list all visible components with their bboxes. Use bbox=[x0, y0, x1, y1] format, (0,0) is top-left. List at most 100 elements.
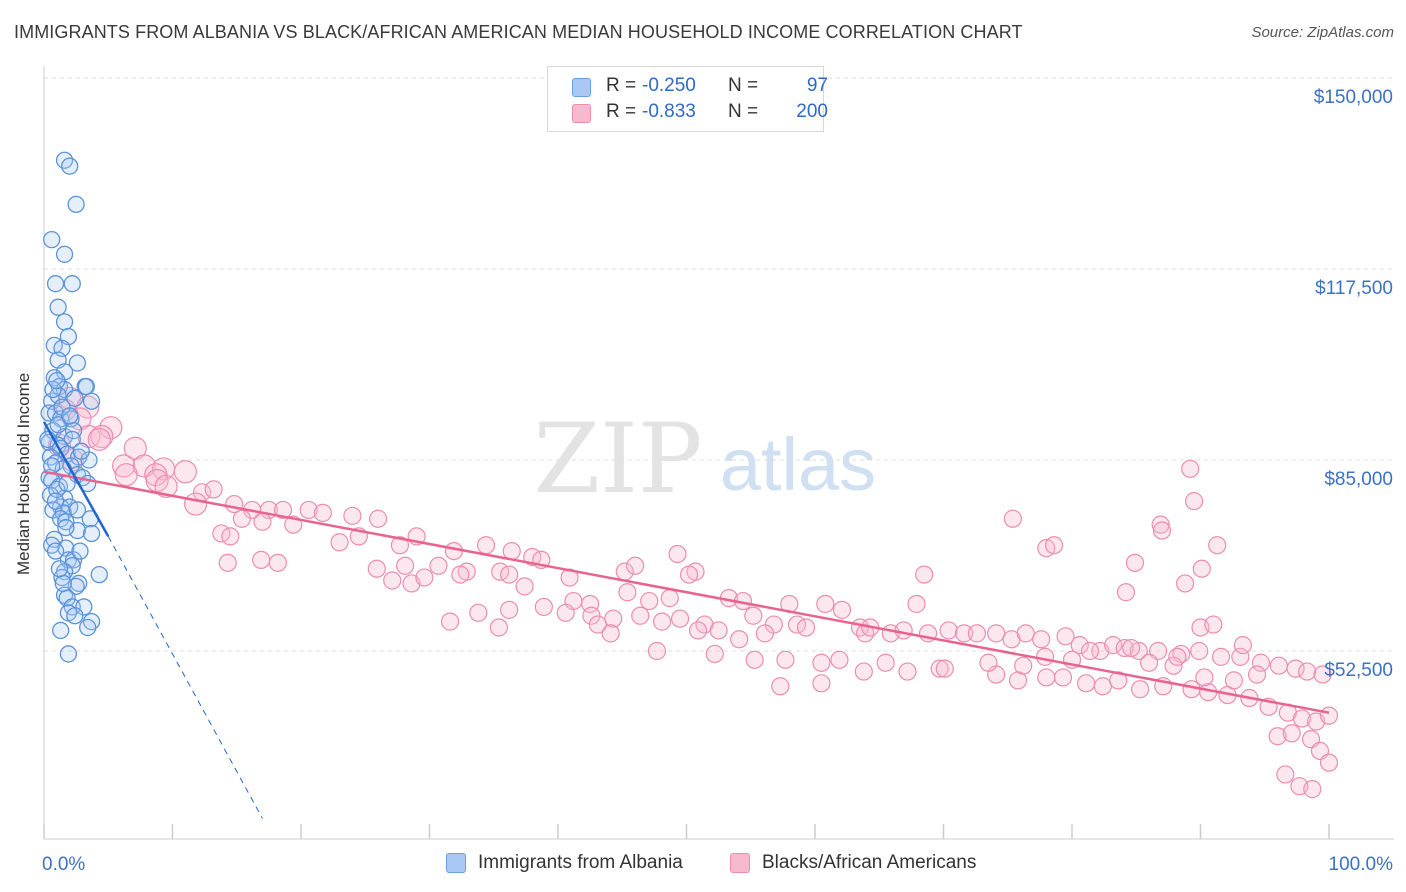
albania-point bbox=[75, 598, 93, 616]
black-african-american-point bbox=[1192, 559, 1211, 578]
black-african-american-point bbox=[1003, 509, 1022, 528]
black-african-american-point bbox=[601, 624, 620, 643]
black-african-american-trendline bbox=[43, 470, 1330, 714]
black-african-american-point bbox=[1139, 653, 1159, 672]
black-african-american-point bbox=[1268, 727, 1287, 746]
legend-n-label: N = bbox=[728, 75, 759, 96]
black-african-american-point bbox=[114, 463, 138, 487]
black-african-american-point bbox=[90, 424, 114, 449]
albania-point bbox=[55, 245, 74, 263]
black-african-american-point bbox=[668, 544, 687, 564]
black-african-american-point bbox=[299, 500, 318, 520]
black-african-american-point bbox=[1032, 630, 1051, 649]
black-african-american-point bbox=[588, 615, 607, 634]
black-african-american-point bbox=[1164, 656, 1183, 675]
black-african-american-point bbox=[1231, 647, 1250, 666]
legend-r-label: R = bbox=[606, 101, 637, 122]
black-african-american-point bbox=[1016, 624, 1035, 643]
albania-point bbox=[43, 230, 61, 249]
albania-point bbox=[49, 416, 67, 434]
black-african-american-point bbox=[730, 630, 749, 649]
bottom-legend-label-black: Blacks/African Americans bbox=[762, 852, 977, 873]
black-african-american-point bbox=[429, 556, 448, 575]
black-african-american-point bbox=[939, 621, 958, 640]
black-african-american-point bbox=[1080, 641, 1100, 661]
black-african-american-point bbox=[1211, 647, 1231, 666]
black-african-american-point bbox=[745, 650, 764, 669]
black-african-american-point bbox=[204, 480, 223, 499]
legend-swatch-albania bbox=[572, 78, 591, 97]
black-african-american-point bbox=[1269, 656, 1288, 675]
trend-lines bbox=[42, 421, 1330, 819]
black-african-american-point bbox=[383, 571, 402, 590]
albania-point bbox=[50, 560, 69, 578]
black-african-american-point bbox=[876, 653, 895, 672]
legend-n-value: 200 bbox=[796, 101, 828, 122]
albania-point bbox=[55, 313, 74, 331]
albania-point bbox=[82, 392, 101, 410]
black-african-american-point bbox=[771, 677, 790, 696]
albania-point bbox=[67, 195, 85, 214]
watermark: ZIP atlas bbox=[533, 403, 876, 515]
black-african-american-point bbox=[184, 492, 208, 516]
black-african-american-point bbox=[987, 624, 1006, 643]
black-african-american-point bbox=[894, 621, 913, 640]
albania-point bbox=[82, 524, 101, 543]
black-african-american-point bbox=[1053, 668, 1073, 687]
black-african-american-point bbox=[647, 641, 667, 661]
black-african-american-point bbox=[1175, 574, 1195, 593]
legend-r-value: -0.833 bbox=[642, 101, 696, 122]
tick-labels: $52,500 $85,000 $117,500 $150,000 0.0% 100.0% bbox=[42, 87, 1393, 875]
black-african-american-point bbox=[476, 536, 496, 555]
black-african-american-point bbox=[444, 541, 464, 561]
black-african-american-point bbox=[796, 618, 816, 637]
albania-point bbox=[57, 513, 75, 531]
albania-point bbox=[72, 442, 90, 460]
black-african-american-point bbox=[1204, 615, 1223, 634]
black-african-american-point bbox=[1313, 665, 1332, 684]
black-african-american-point bbox=[1292, 709, 1312, 728]
black-african-american-point bbox=[1093, 677, 1112, 696]
black-african-american-point bbox=[1109, 671, 1128, 690]
albania-point bbox=[48, 372, 66, 390]
black-african-american-point bbox=[1282, 724, 1301, 743]
black-african-american-point bbox=[154, 474, 178, 499]
y-tick-label: $117,500 bbox=[1315, 278, 1393, 299]
albania-point bbox=[46, 542, 65, 560]
correlation-legend: R = -0.250 N = 97 R = -0.833 N = 200 bbox=[547, 66, 828, 132]
black-african-american-point bbox=[173, 460, 197, 484]
black-african-american-point bbox=[415, 568, 434, 587]
grid-lines bbox=[44, 77, 1394, 652]
black-african-american-point bbox=[812, 653, 831, 672]
black-african-american-point bbox=[1247, 665, 1267, 684]
black-african-american-point bbox=[898, 662, 917, 681]
albania-point bbox=[68, 354, 87, 372]
black-african-american-point bbox=[534, 597, 553, 617]
black-african-american-point bbox=[679, 565, 699, 584]
black-african-american-point bbox=[1208, 536, 1227, 555]
black-african-american-point bbox=[670, 609, 690, 628]
albania-trendline bbox=[42, 421, 110, 538]
black-african-american-point bbox=[631, 606, 650, 625]
black-african-american-point bbox=[832, 600, 852, 619]
albania-point bbox=[49, 298, 67, 316]
black-african-american-point bbox=[1125, 553, 1145, 572]
y-tick-label: $150,000 bbox=[1314, 87, 1393, 108]
black-african-american-point bbox=[967, 624, 987, 643]
source-label: Source: ZipAtlas.com bbox=[1251, 24, 1394, 41]
black-african-american-point bbox=[640, 591, 659, 611]
x-tick-label: 0.0% bbox=[42, 854, 85, 875]
black-african-american-point bbox=[1190, 641, 1209, 661]
albania-point bbox=[52, 621, 70, 640]
black-african-american-point bbox=[709, 621, 728, 640]
legend-r-value: -0.250 bbox=[642, 75, 696, 96]
albania-point bbox=[57, 518, 75, 537]
black-african-american-point bbox=[954, 624, 974, 643]
black-african-american-point bbox=[1037, 668, 1056, 687]
albania-point bbox=[90, 565, 108, 584]
black-african-american-point bbox=[1319, 706, 1339, 725]
albania-point bbox=[71, 542, 89, 560]
albania-point bbox=[54, 574, 72, 593]
black-african-american-point bbox=[1276, 765, 1295, 784]
black-african-american-point bbox=[268, 553, 287, 572]
